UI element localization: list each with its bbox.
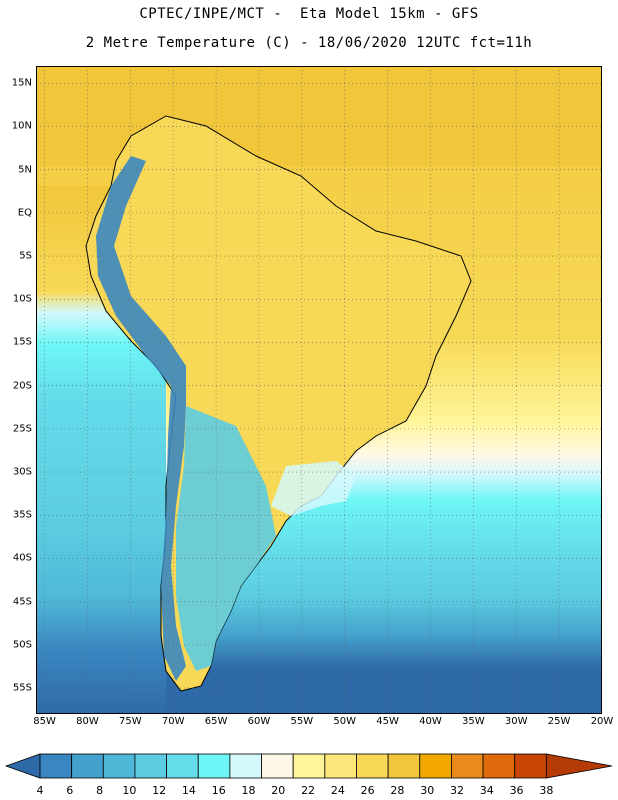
legend-color-swatch	[324, 753, 357, 779]
legend-tick-label: 36	[509, 784, 524, 797]
map-frame	[36, 66, 602, 714]
lat-tick-label: 5S	[19, 250, 32, 262]
lat-tick-label: 10N	[11, 120, 32, 132]
legend-color-swatch	[102, 753, 136, 779]
southern-brazil-mild-zone	[271, 461, 356, 516]
lon-tick-label: 65W	[204, 716, 228, 727]
legend-color-swatch	[419, 753, 452, 779]
legend-tick-label: 10	[122, 784, 137, 797]
lat-tick-label: 55S	[12, 682, 32, 694]
legend-color-swatch	[451, 753, 484, 779]
lat-tick-label: 30S	[12, 466, 32, 478]
lat-tick-label: 20S	[12, 380, 32, 392]
legend-tick-label: 26	[360, 784, 375, 797]
lon-tick-label: 75W	[119, 716, 142, 727]
legend-color-swatch	[482, 753, 516, 779]
legend-color-swatch	[166, 753, 199, 779]
legend-tick-label: 22	[301, 784, 316, 797]
legend-color-swatch	[292, 753, 326, 779]
legend-tick-label: 8	[96, 784, 104, 797]
lon-tick-label: 30W	[504, 716, 528, 727]
legend-tick-label: 38	[539, 784, 554, 797]
legend-tick-label: 12	[152, 784, 167, 797]
chart-subtitle: 2 Metre Temperature (C) - 18/06/2020 12U…	[85, 35, 533, 51]
legend-tick-label: 16	[211, 784, 226, 797]
legend-color-swatch	[197, 753, 231, 779]
lon-tick-label: 50W	[333, 716, 357, 727]
legend-tick-label: 24	[330, 784, 345, 797]
legend-tick-label: 34	[479, 784, 494, 797]
lat-tick-label: 15S	[12, 336, 32, 348]
lat-tick-label: 25S	[12, 423, 32, 435]
legend-tick-label: 6	[66, 784, 74, 797]
lon-tick-label: 35W	[462, 716, 485, 727]
legend-tick-label: 30	[420, 784, 435, 797]
lon-tick-label: 20W	[590, 716, 614, 727]
lon-tick-label: 45W	[376, 716, 399, 727]
lat-tick-label: 15N	[11, 77, 32, 89]
legend-color-swatch	[261, 753, 294, 779]
northern-warm-band	[36, 66, 602, 166]
chart-title: CPTEC/INPE/MCT - Eta Model 15km - GFS	[139, 6, 479, 22]
andes-cold-zone	[96, 156, 186, 681]
lat-tick-label: 10S	[12, 293, 32, 305]
lon-tick-label: 40W	[419, 716, 442, 727]
legend-color-swatch	[514, 753, 547, 779]
legend-min-arrow	[4, 753, 41, 779]
legend-tick-label: 14	[181, 784, 196, 797]
lat-tick-label: 35S	[12, 509, 32, 521]
legend-tick-label: 4	[36, 784, 44, 797]
legend-color-swatch	[229, 753, 262, 779]
lon-tick-label: 25W	[547, 716, 571, 727]
legend-tick-label: 18	[241, 784, 256, 797]
lat-tick-label: 5N	[18, 164, 32, 176]
legend-color-swatch	[134, 753, 167, 779]
lon-tick-label: 85W	[33, 716, 56, 727]
temperature-map	[36, 66, 602, 714]
lat-tick-label: 50S	[12, 639, 32, 651]
legend-color-swatch	[387, 753, 421, 779]
lat-tick-label: 45S	[12, 596, 32, 608]
legend-color-swatch	[39, 753, 73, 779]
lat-lon-grid	[36, 66, 602, 714]
legend-max-arrow	[545, 753, 613, 779]
legend-color-swatch	[71, 753, 104, 779]
lon-tick-label: 55W	[290, 716, 314, 727]
lat-tick-label: EQ	[17, 207, 32, 219]
lon-tick-label: 70W	[161, 716, 185, 727]
lon-tick-label: 80W	[76, 716, 99, 727]
legend-tick-label: 28	[390, 784, 405, 797]
legend-color-swatch	[356, 753, 389, 779]
lon-tick-label: 60W	[247, 716, 271, 727]
legend-tick-label: 32	[449, 784, 464, 797]
lat-tick-label: 40S	[12, 552, 32, 564]
color-legend	[4, 753, 613, 779]
legend-tick-label: 20	[271, 784, 286, 797]
